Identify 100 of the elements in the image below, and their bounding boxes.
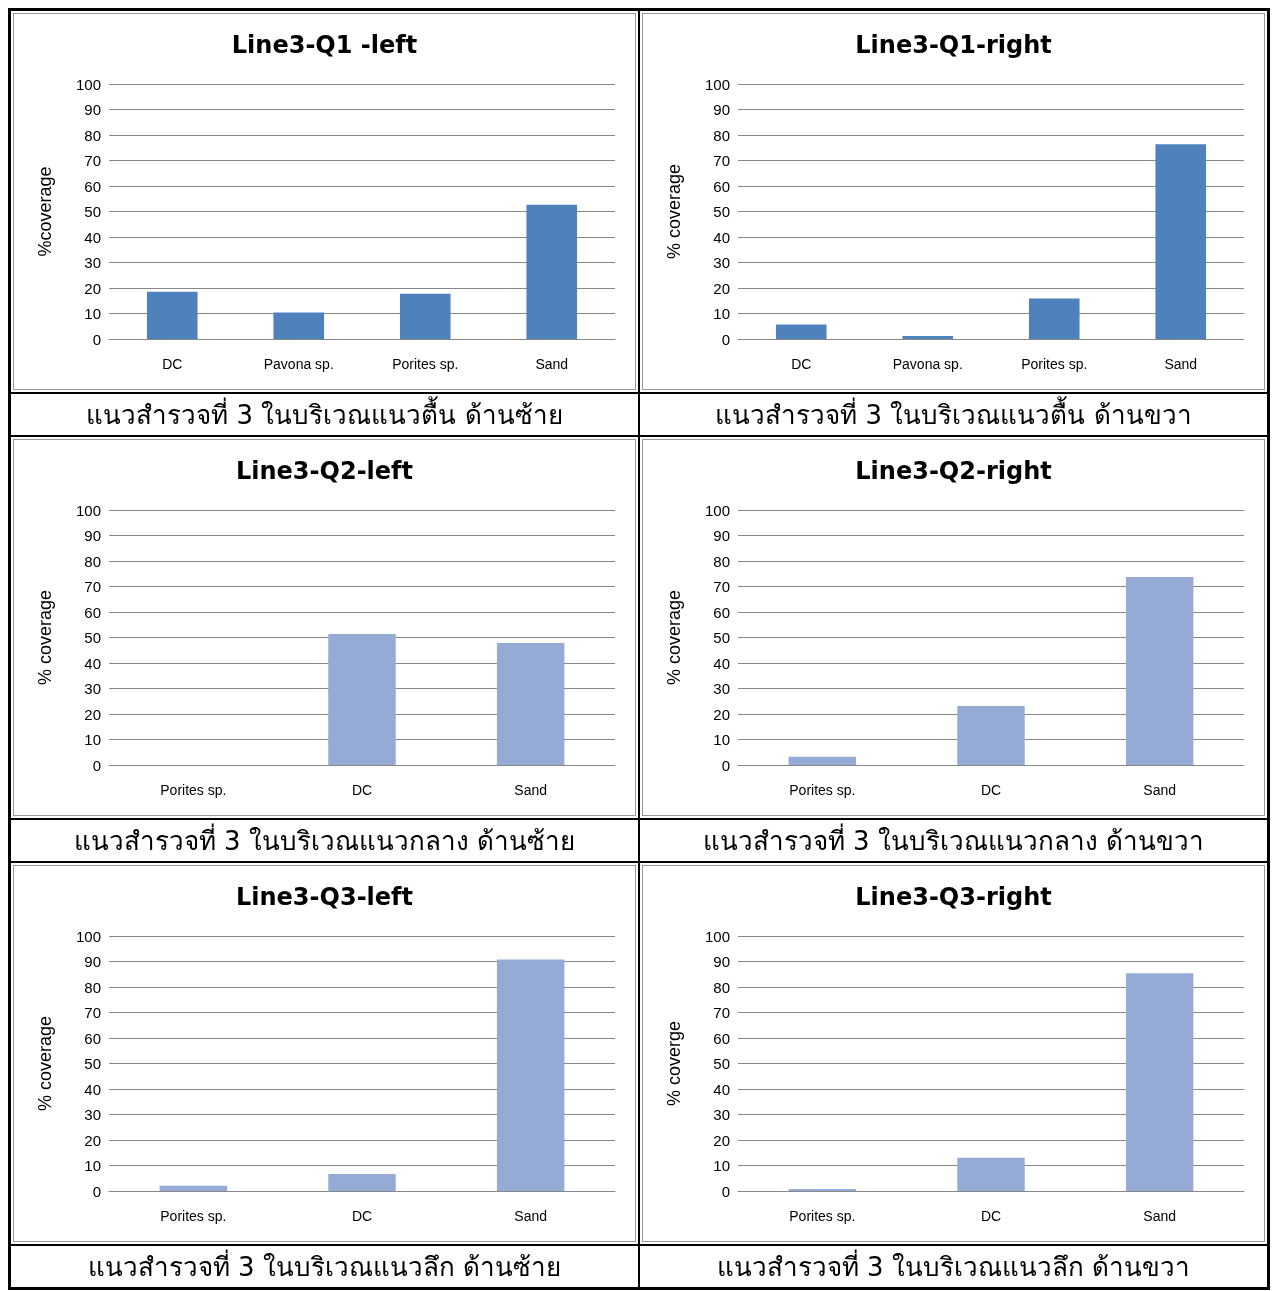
y-tick-label: 40 bbox=[84, 1080, 101, 1098]
y-tick-label: 20 bbox=[84, 1131, 101, 1149]
chart-title: Line3-Q3-left bbox=[235, 883, 414, 911]
x-tick-label: DC bbox=[980, 782, 1002, 798]
text: แนวสำรวจที่ 3 ในบริเวณแนวกลาง ด้านขวา bbox=[640, 818, 1267, 861]
y-tick-label: 40 bbox=[713, 1080, 730, 1098]
chart-title: Line3-Q2-right bbox=[855, 457, 1052, 485]
y-tick-label: 100 bbox=[75, 501, 101, 519]
y-tick-label: 60 bbox=[713, 1029, 730, 1047]
y-tick-label: 70 bbox=[713, 152, 730, 169]
y-tick-label: 0 bbox=[721, 756, 730, 774]
y-tick-label: 90 bbox=[713, 101, 730, 118]
y-axis-title: % coverge bbox=[664, 1020, 684, 1107]
y-tick-label: 10 bbox=[713, 731, 730, 748]
chart-title: Line3-Q1 -left bbox=[231, 31, 418, 59]
y-tick-label: 100 bbox=[704, 75, 730, 93]
chart-title: Line3-Q1-right bbox=[855, 31, 1052, 59]
y-tick-label: 60 bbox=[84, 603, 101, 621]
y-axis-title: % coverage bbox=[664, 589, 684, 686]
y-tick-label: 40 bbox=[713, 228, 730, 246]
y-tick-label: 0 bbox=[92, 1182, 101, 1200]
y-tick-label: 70 bbox=[84, 1004, 101, 1021]
y-tick-label: 80 bbox=[84, 978, 101, 996]
y-tick-label: 10 bbox=[713, 1157, 730, 1174]
y-tick-label: 90 bbox=[713, 527, 730, 544]
chart-title: Line3-Q2-left bbox=[235, 457, 414, 485]
y-tick-label: 30 bbox=[84, 254, 101, 271]
y-tick-label: 40 bbox=[713, 654, 730, 672]
text: แนวสำรวจที่ 3 ในบริเวณแนวกลาง ด้านซ้าย bbox=[11, 818, 638, 861]
y-tick-label: 20 bbox=[84, 279, 101, 297]
y-tick-label: 80 bbox=[713, 978, 730, 996]
y-tick-label: 0 bbox=[721, 330, 730, 348]
y-tick-label: 50 bbox=[84, 203, 101, 220]
y-tick-label: 100 bbox=[704, 927, 730, 945]
y-tick-label: 70 bbox=[713, 1004, 730, 1021]
x-tick-label: Sand bbox=[1164, 356, 1198, 372]
y-tick-label: 50 bbox=[713, 629, 730, 646]
text: แนวสำรวจที่ 3 ในบริเวณแนวตื้น ด้านขวา bbox=[640, 392, 1267, 435]
y-tick-label: 10 bbox=[84, 305, 101, 322]
y-tick-label: 70 bbox=[84, 578, 101, 595]
x-tick-label: Sand bbox=[535, 356, 569, 372]
x-tick-label: Sand bbox=[1143, 1208, 1177, 1224]
y-tick-label: 30 bbox=[713, 254, 730, 271]
y-tick-label: 80 bbox=[84, 126, 101, 144]
y-tick-label: 90 bbox=[84, 101, 101, 118]
x-tick-label: Porites sp. bbox=[789, 1208, 856, 1224]
x-tick-label: Porites sp. bbox=[160, 1208, 227, 1224]
y-tick-label: 50 bbox=[713, 203, 730, 220]
y-tick-label: 60 bbox=[713, 177, 730, 195]
y-tick-label: 30 bbox=[84, 1106, 101, 1123]
y-tick-label: 60 bbox=[84, 1029, 101, 1047]
text: แนวสำรวจที่ 3 ในบริเวณแนวตื้น ด้านซ้าย bbox=[11, 392, 638, 435]
y-tick-label: 50 bbox=[713, 1055, 730, 1072]
y-tick-label: 90 bbox=[84, 953, 101, 970]
y-tick-label: 20 bbox=[713, 279, 730, 297]
y-tick-label: 100 bbox=[75, 927, 101, 945]
y-axis-title: % coverage bbox=[35, 1015, 55, 1112]
y-tick-label: 80 bbox=[84, 552, 101, 570]
x-tick-label: DC bbox=[791, 356, 812, 372]
x-tick-label: DC bbox=[351, 782, 373, 798]
y-tick-label: 80 bbox=[713, 552, 730, 570]
y-tick-label: 100 bbox=[704, 501, 730, 519]
y-tick-label: 30 bbox=[713, 1106, 730, 1123]
y-tick-label: 0 bbox=[92, 330, 101, 348]
y-tick-label: 80 bbox=[713, 126, 730, 144]
x-tick-label: Porites sp. bbox=[1021, 356, 1088, 372]
x-tick-label: Pavona sp. bbox=[263, 356, 334, 372]
y-tick-label: 50 bbox=[84, 629, 101, 646]
y-tick-label: 0 bbox=[721, 1182, 730, 1200]
y-tick-label: 30 bbox=[84, 680, 101, 697]
y-tick-label: 60 bbox=[84, 177, 101, 195]
text: แนวสำรวจที่ 3 ในบริเวณแนวลึก ด้านซ้าย bbox=[11, 1244, 638, 1287]
x-tick-label: Porites sp. bbox=[392, 356, 459, 372]
y-tick-label: 20 bbox=[84, 705, 101, 723]
text: แนวสำรวจที่ 3 ในบริเวณแนวลึก ด้านขวา bbox=[640, 1244, 1267, 1287]
y-tick-label: 10 bbox=[84, 731, 101, 748]
x-tick-label: DC bbox=[162, 356, 183, 372]
y-tick-label: 50 bbox=[84, 1055, 101, 1072]
x-tick-label: Porites sp. bbox=[789, 782, 856, 798]
y-axis-title: % coverage bbox=[664, 163, 684, 260]
x-tick-label: Pavona sp. bbox=[892, 356, 963, 372]
y-tick-label: 40 bbox=[84, 228, 101, 246]
y-tick-label: 70 bbox=[713, 578, 730, 595]
y-tick-label: 10 bbox=[84, 1157, 101, 1174]
chart-title: Line3-Q3-right bbox=[855, 883, 1052, 911]
y-tick-label: 90 bbox=[713, 953, 730, 970]
y-tick-label: 70 bbox=[84, 152, 101, 169]
y-tick-label: 10 bbox=[713, 305, 730, 322]
x-tick-label: DC bbox=[980, 1208, 1002, 1224]
y-axis-title: %coverage bbox=[35, 166, 55, 257]
y-axis-title: % coverage bbox=[35, 589, 55, 686]
y-tick-label: 30 bbox=[713, 680, 730, 697]
y-tick-label: 20 bbox=[713, 1131, 730, 1149]
x-tick-label: Sand bbox=[514, 1208, 548, 1224]
x-tick-label: DC bbox=[351, 1208, 373, 1224]
y-tick-label: 60 bbox=[713, 603, 730, 621]
x-tick-label: Sand bbox=[514, 782, 548, 798]
y-tick-label: 0 bbox=[92, 756, 101, 774]
y-tick-label: 20 bbox=[713, 705, 730, 723]
y-tick-label: 100 bbox=[75, 75, 101, 93]
